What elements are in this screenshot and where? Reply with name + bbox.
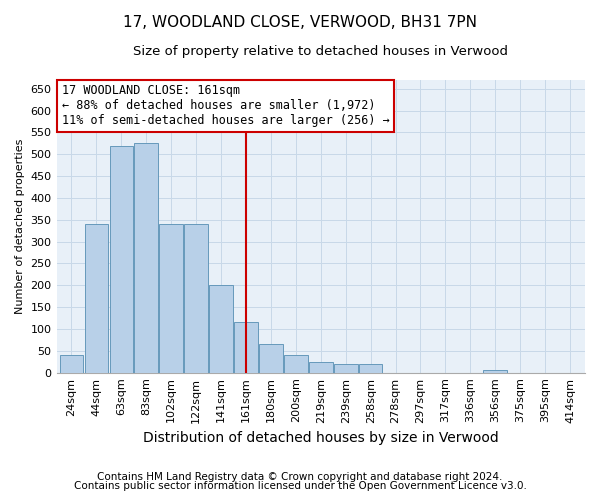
Bar <box>184 224 208 372</box>
Text: Contains HM Land Registry data © Crown copyright and database right 2024.: Contains HM Land Registry data © Crown c… <box>97 472 503 482</box>
Text: 17, WOODLAND CLOSE, VERWOOD, BH31 7PN: 17, WOODLAND CLOSE, VERWOOD, BH31 7PN <box>123 15 477 30</box>
Bar <box>259 344 283 372</box>
Bar <box>309 362 332 372</box>
X-axis label: Distribution of detached houses by size in Verwood: Distribution of detached houses by size … <box>143 431 499 445</box>
Y-axis label: Number of detached properties: Number of detached properties <box>15 138 25 314</box>
Text: 17 WOODLAND CLOSE: 161sqm
← 88% of detached houses are smaller (1,972)
11% of se: 17 WOODLAND CLOSE: 161sqm ← 88% of detac… <box>62 84 389 128</box>
Bar <box>359 364 382 372</box>
Bar <box>59 355 83 372</box>
Bar <box>209 286 233 372</box>
Bar <box>484 370 507 372</box>
Bar <box>234 322 258 372</box>
Bar <box>160 224 183 372</box>
Bar <box>85 224 108 372</box>
Bar <box>284 355 308 372</box>
Bar <box>110 146 133 372</box>
Text: Contains public sector information licensed under the Open Government Licence v3: Contains public sector information licen… <box>74 481 526 491</box>
Bar <box>334 364 358 372</box>
Title: Size of property relative to detached houses in Verwood: Size of property relative to detached ho… <box>133 45 508 58</box>
Bar <box>134 144 158 372</box>
